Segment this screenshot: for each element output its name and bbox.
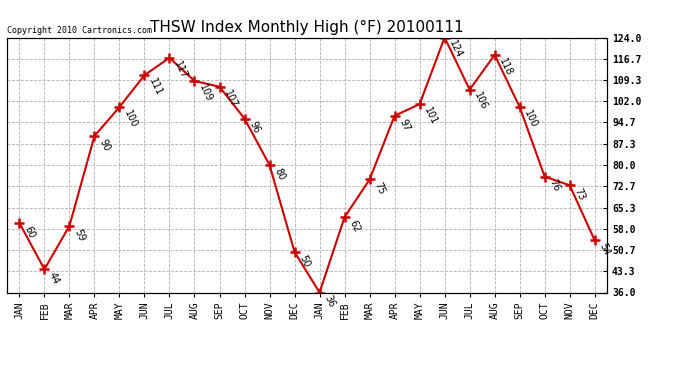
Text: 59: 59 [72,227,86,243]
Text: 97: 97 [397,117,412,133]
Text: 62: 62 [347,219,362,234]
Text: 75: 75 [373,181,386,196]
Text: 44: 44 [47,271,61,286]
Text: 106: 106 [473,91,489,112]
Text: 109: 109 [197,82,214,103]
Text: 124: 124 [447,39,464,60]
Text: 80: 80 [273,166,286,182]
Text: 96: 96 [247,120,262,135]
Text: 60: 60 [22,224,37,240]
Text: 117: 117 [172,59,189,80]
Text: Copyright 2010 Cartronics.com: Copyright 2010 Cartronics.com [7,26,152,35]
Text: 36: 36 [322,294,337,309]
Text: 76: 76 [547,178,562,194]
Text: 107: 107 [222,88,239,109]
Text: 100: 100 [522,108,540,129]
Text: 111: 111 [147,76,164,98]
Text: 100: 100 [122,108,139,129]
Text: 54: 54 [598,242,612,257]
Text: 90: 90 [97,137,112,153]
Text: 101: 101 [422,105,440,126]
Text: 73: 73 [573,187,586,202]
Text: 118: 118 [497,56,514,77]
Text: 50: 50 [297,254,312,269]
Title: THSW Index Monthly High (°F) 20100111: THSW Index Monthly High (°F) 20100111 [150,20,464,35]
